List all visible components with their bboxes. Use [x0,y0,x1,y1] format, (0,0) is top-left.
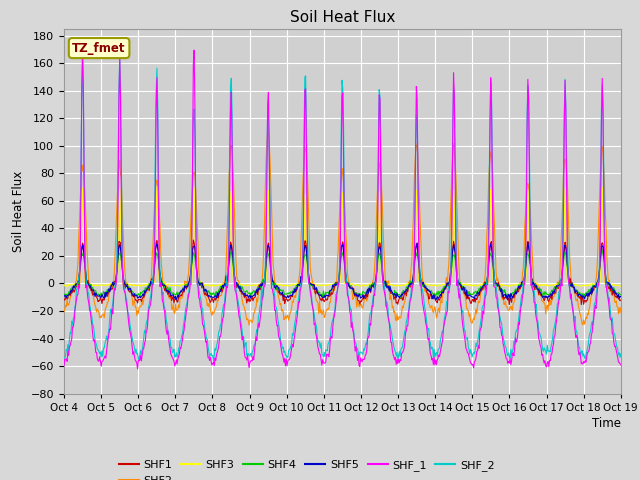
Y-axis label: Soil Heat Flux: Soil Heat Flux [12,170,25,252]
Text: TZ_fmet: TZ_fmet [72,42,126,55]
Legend: SHF1, SHF2, SHF3, SHF4, SHF5, SHF_1, SHF_2: SHF1, SHF2, SHF3, SHF4, SHF5, SHF_1, SHF… [114,456,499,480]
Text: Time: Time [592,417,621,430]
Title: Soil Heat Flux: Soil Heat Flux [290,10,395,25]
